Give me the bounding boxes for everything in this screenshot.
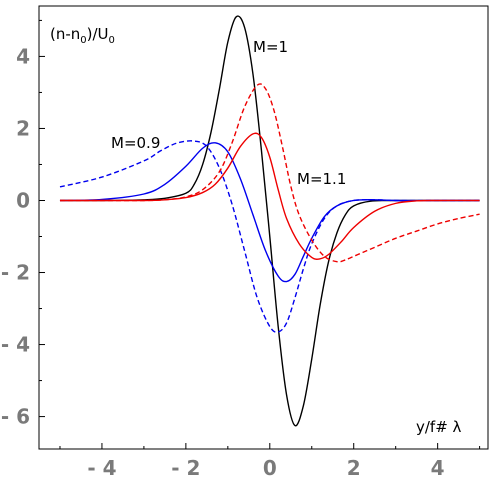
y-axis-title: (n-n0)/U0 bbox=[50, 25, 115, 46]
y-tick-label: 4 bbox=[16, 44, 30, 68]
y-tick-label: 2 bbox=[16, 116, 30, 140]
series-line-m1 bbox=[59, 15, 480, 427]
series-line-m11d bbox=[59, 83, 480, 263]
x-tick-label: 0 bbox=[263, 456, 277, 480]
series-line-m11 bbox=[59, 132, 480, 260]
x-axis-title: y/f# λ bbox=[416, 418, 462, 436]
series-layer bbox=[59, 15, 480, 427]
series-line-m09 bbox=[59, 142, 480, 283]
plot-frame bbox=[38, 5, 489, 450]
y-tick-label: - 6 bbox=[1, 405, 30, 429]
y-tick-label: - 4 bbox=[1, 333, 30, 357]
annotation-m09: M=0.9 bbox=[111, 134, 160, 152]
y-tick-label: 0 bbox=[16, 188, 30, 212]
y-tick-label: - 2 bbox=[1, 261, 30, 285]
series-line-m09d bbox=[59, 140, 480, 333]
x-tick-label: - 4 bbox=[87, 456, 116, 480]
tick-layer: - 4 - 2 0 2 4 4 2 0 - 2 - 4 - 6 bbox=[1, 19, 481, 480]
x-tick-label: 4 bbox=[431, 456, 445, 480]
annotation-m1: M=1 bbox=[253, 38, 288, 56]
x-tick-label: - 2 bbox=[171, 456, 200, 480]
x-tick-label: 2 bbox=[347, 456, 361, 480]
annotation-m11: M=1.1 bbox=[297, 170, 346, 188]
